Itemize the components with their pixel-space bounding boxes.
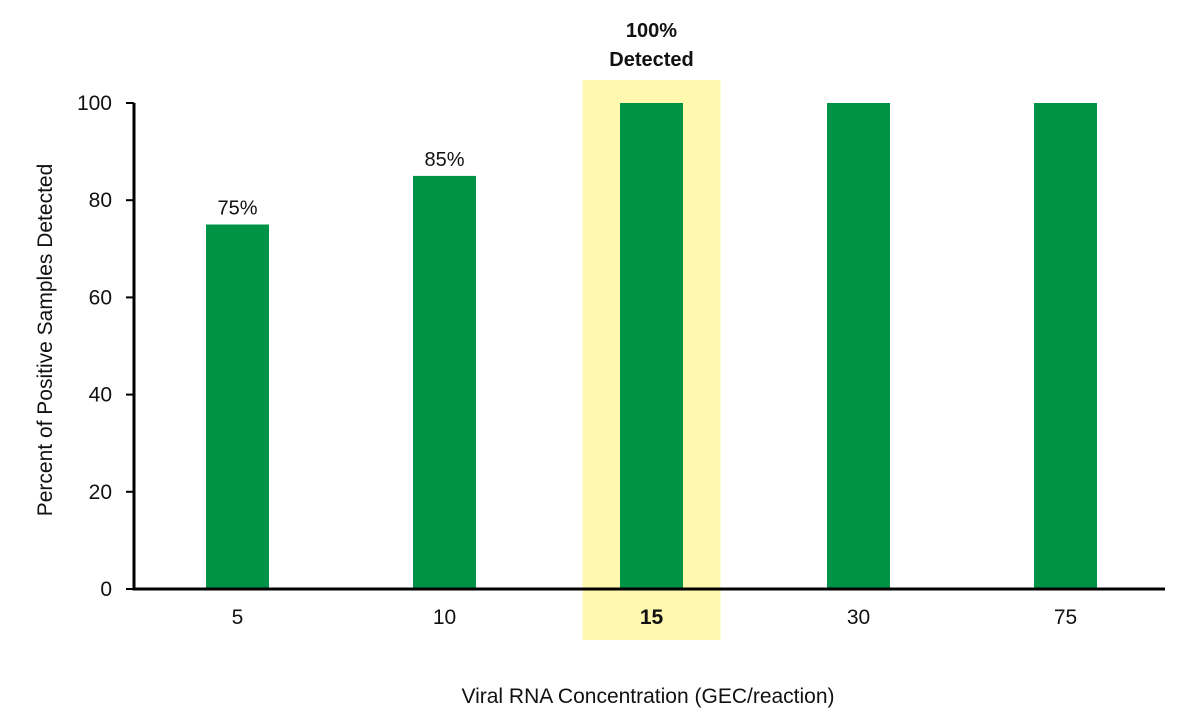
x-tick-label: 75 <box>1054 606 1077 629</box>
bar-75 <box>1034 103 1097 589</box>
bar-5 <box>206 224 269 589</box>
bar-30 <box>827 103 890 589</box>
bar-value-label: 85% <box>424 149 464 171</box>
bar-value-label: 75% <box>217 198 257 220</box>
x-tick-label: 5 <box>232 606 244 629</box>
y-tick-label: 20 <box>89 481 112 504</box>
y-tick-label: 40 <box>89 384 112 407</box>
y-axis-title: Percent of Positive Samples Detected <box>34 164 57 517</box>
highlight-label-line: Detected <box>609 49 693 71</box>
x-tick-label: 30 <box>847 606 870 629</box>
y-tick-label: 60 <box>89 286 112 309</box>
x-tick-label: 15 <box>640 606 664 629</box>
y-tick-label: 100 <box>77 92 112 115</box>
bar-10 <box>413 175 476 589</box>
y-tick-label: 0 <box>100 578 112 601</box>
x-tick-label: 10 <box>433 606 456 629</box>
highlight-label-line: 100% <box>626 20 677 42</box>
y-tick-label: 80 <box>89 189 112 212</box>
bar-15 <box>620 103 683 589</box>
x-axis-title: Viral RNA Concentration (GEC/reaction) <box>461 685 834 708</box>
